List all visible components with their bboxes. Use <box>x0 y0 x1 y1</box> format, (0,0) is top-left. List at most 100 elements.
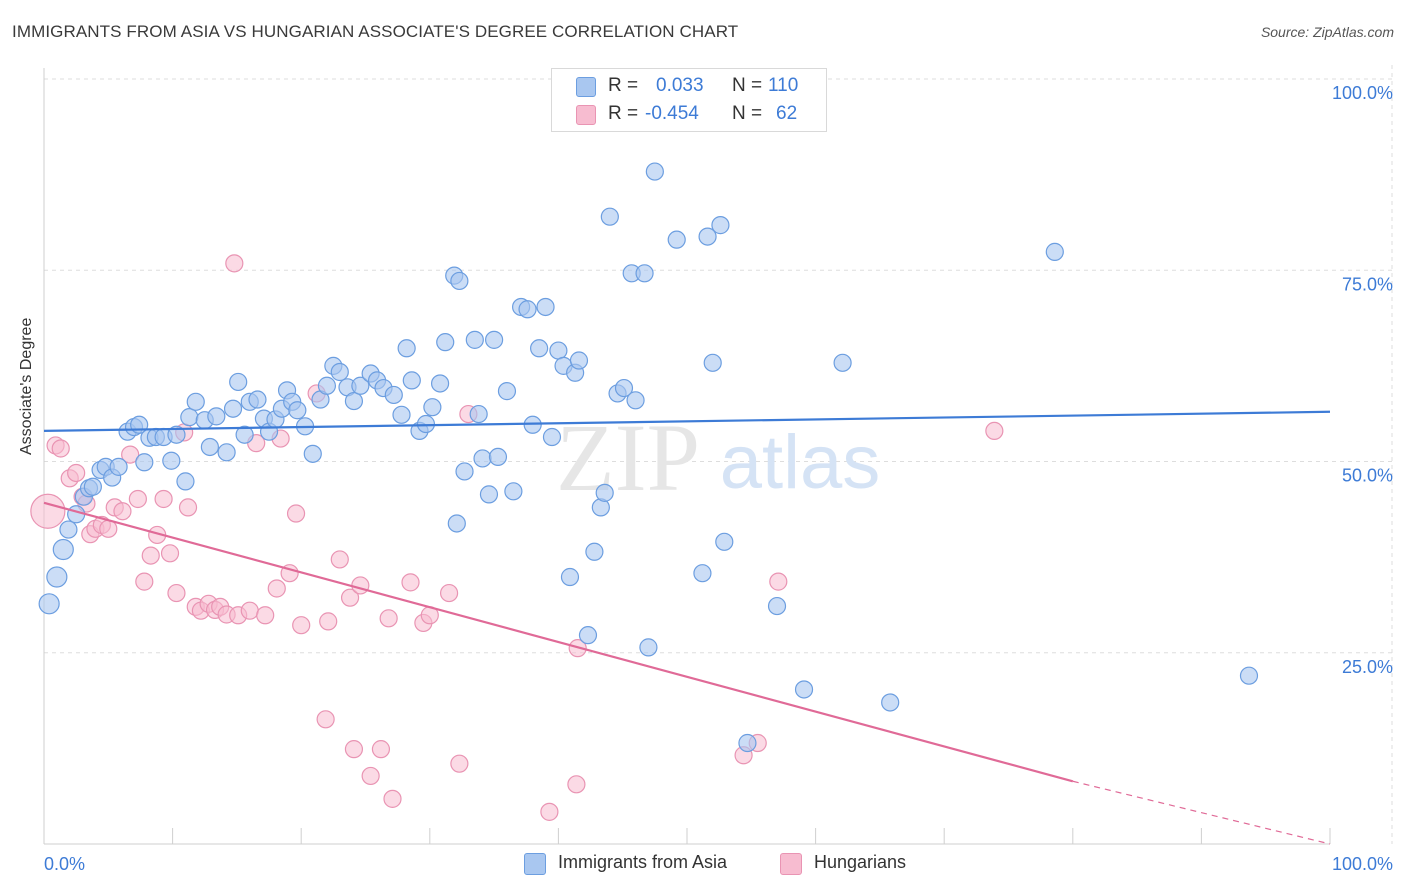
hungarians-point <box>286 504 306 523</box>
asia-point <box>235 425 254 444</box>
asia-point <box>59 520 78 539</box>
asia-point <box>223 399 243 418</box>
y-axis-label: Associate's Degree <box>18 317 35 455</box>
hungarians-point <box>439 583 459 603</box>
asia-point <box>455 462 474 481</box>
asia-point <box>167 425 186 444</box>
asia-point <box>392 405 411 424</box>
asia-point <box>595 483 614 502</box>
asia-point <box>504 482 523 501</box>
source-label: Source: ZipAtlas.com <box>1260 24 1394 40</box>
hungarians-point <box>450 754 469 773</box>
asia-point <box>693 564 712 583</box>
hungarians-point <box>769 572 788 591</box>
legend-swatch-asia <box>576 77 596 97</box>
asia-point <box>317 376 337 395</box>
watermark-zip: ZIP <box>556 404 700 511</box>
hungarians-point <box>113 502 132 521</box>
asia-point <box>1239 666 1259 685</box>
asia-point <box>229 372 248 392</box>
asia-point <box>135 453 154 472</box>
asia-point <box>207 407 226 426</box>
asia-point <box>162 451 181 470</box>
asia-point <box>738 733 757 753</box>
asia-point <box>479 485 499 504</box>
hungarians-points <box>30 254 1004 821</box>
hungarians-point <box>225 254 244 273</box>
legend-r-value-asia: 0.033 <box>656 75 704 96</box>
asia-point <box>52 538 74 561</box>
hungarians-point <box>67 463 86 483</box>
asia-point <box>344 391 364 411</box>
asia-point <box>109 457 128 476</box>
bottom-legend-label-hungarians: Hungarians <box>814 852 907 872</box>
asia-point <box>833 353 852 372</box>
asia-point <box>549 341 568 360</box>
asia-point <box>397 339 416 358</box>
asia-point <box>416 414 436 434</box>
asia-point <box>645 162 664 181</box>
hungarians-point <box>267 579 286 598</box>
y-tick-label: 25.0% <box>1342 657 1393 677</box>
hungarians-point <box>540 802 559 821</box>
asia-point <box>303 444 322 463</box>
asia-point <box>626 391 645 410</box>
asia-point <box>248 390 267 409</box>
asia-point <box>667 230 686 249</box>
asia-point <box>351 376 370 395</box>
hungarians-trend-extension <box>1072 780 1331 845</box>
hungarians-point <box>167 583 186 603</box>
bottom-legend-label-asia: Immigrants from Asia <box>558 852 728 872</box>
axes-layer <box>43 68 1331 845</box>
hungarians-point <box>30 493 66 529</box>
hungarians-point <box>567 775 586 794</box>
watermark-atlas: atlas <box>720 420 881 505</box>
hungarians-trend-line <box>43 501 1074 783</box>
asia-point <box>536 297 555 317</box>
asia-point <box>469 404 488 424</box>
hungarians-point <box>319 612 338 631</box>
asia-point <box>430 374 450 393</box>
asia-point <box>200 437 219 457</box>
grid-layer <box>44 65 1393 844</box>
hungarians-point <box>256 606 275 625</box>
hungarians-point <box>51 439 70 458</box>
hungarians-point <box>383 789 402 808</box>
asia-point <box>402 371 421 390</box>
asia-point <box>560 567 580 587</box>
hungarians-point <box>316 710 335 729</box>
hungarians-point <box>344 740 364 759</box>
asia-point <box>518 300 537 319</box>
asia-point <box>881 693 900 712</box>
asia-point <box>176 472 195 491</box>
asia-point <box>488 447 508 467</box>
x-tick-label-max: 100.0% <box>1332 854 1393 874</box>
asia-point <box>436 333 455 352</box>
hungarians-point <box>128 489 147 509</box>
asia-point <box>1045 242 1064 261</box>
legend-n-label: N = <box>732 75 763 96</box>
trend-lines <box>43 410 1331 845</box>
legend-swatch-hungarians <box>576 105 596 125</box>
asia-point <box>288 401 307 420</box>
hungarians-point <box>401 573 420 592</box>
legend-n-value-hungarians: 62 <box>776 103 798 124</box>
tick-labels: 25.0% 50.0% 75.0% 100.0% 0.0% 100.0% <box>44 83 1393 874</box>
asia-point <box>542 427 562 447</box>
asia-point <box>423 398 442 417</box>
asia-point <box>497 382 517 401</box>
asia-point <box>698 227 717 246</box>
asia-point <box>585 542 604 561</box>
hungarians-point <box>340 588 360 607</box>
asia-point <box>578 626 598 645</box>
y-tick-label: 50.0% <box>1342 466 1393 486</box>
legend-r-value-hungarians: -0.454 <box>645 103 699 124</box>
asia-point <box>450 271 469 291</box>
asia-point <box>711 216 730 235</box>
hungarians-point <box>379 609 398 628</box>
hungarians-point <box>371 740 391 759</box>
asia-point <box>635 264 654 283</box>
asia-point <box>794 680 814 699</box>
legend-r-label: R = <box>608 75 639 96</box>
asia-point <box>186 392 205 411</box>
